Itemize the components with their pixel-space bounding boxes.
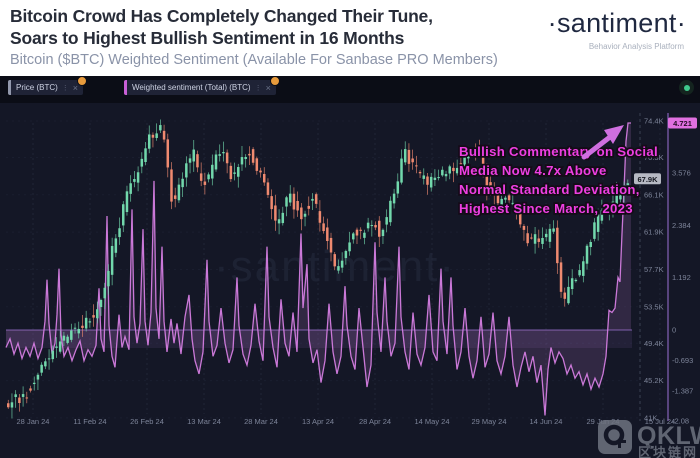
svg-text:28 Mar 24: 28 Mar 24 [244, 417, 278, 426]
svg-text:2.384: 2.384 [672, 221, 691, 230]
header: Bitcoin Crowd Has Completely Changed The… [0, 0, 700, 76]
svg-text:1.192: 1.192 [672, 273, 691, 282]
sentiment-line [5, 122, 631, 416]
chart-panel: Price (BTC) ⋮ × Weighted sentiment (Tota… [0, 76, 700, 458]
svg-text:14 Jun 24: 14 Jun 24 [530, 417, 563, 426]
svg-text:Normal Standard Deviation,: Normal Standard Deviation, [459, 182, 640, 197]
svg-text:-0.693: -0.693 [672, 356, 693, 365]
svg-text:74.4K: 74.4K [644, 117, 664, 126]
title-line-1: Bitcoin Crowd Has Completely Changed The… [10, 6, 433, 26]
green-dot-icon [683, 84, 690, 91]
svg-text:Bullish Commentary on Social: Bullish Commentary on Social [459, 144, 658, 159]
std-dev-band [6, 330, 632, 348]
svg-text:29 May 24: 29 May 24 [471, 417, 506, 426]
tab-price-label: Price (BTC) [16, 83, 58, 92]
page-title: Bitcoin Crowd Has Completely Changed The… [10, 5, 433, 49]
annotation-callout: Bullish Commentary on Social Media Now 4.… [457, 125, 659, 218]
svg-text:28 Jan 24: 28 Jan 24 [17, 417, 50, 426]
close-icon[interactable]: × [72, 82, 79, 93]
svg-text:Highest Since March, 2023: Highest Since March, 2023 [459, 201, 633, 216]
svg-text:11 Feb 24: 11 Feb 24 [73, 417, 106, 426]
sentiment-area [6, 123, 631, 416]
gridlines [6, 120, 661, 419]
svg-text:66.1K: 66.1K [644, 190, 664, 199]
svg-text:15 Jul 24: 15 Jul 24 [645, 417, 675, 426]
santiment-watermark: ·santiment· [214, 242, 456, 291]
svg-text:区块链网: 区块链网 [638, 445, 698, 458]
sentiment-axis-labels: 3.576 2.384 1.192 0 -0.693 -1.387 -2.08 [672, 169, 693, 426]
tab-weighted-sentiment[interactable]: Weighted sentiment (Total) (BTC) ⋮ × [124, 76, 280, 95]
status-indicator-button[interactable] [679, 80, 694, 95]
arrow-head-icon [604, 125, 624, 144]
metric-tabbar: Price (BTC) ⋮ × Weighted sentiment (Tota… [0, 76, 700, 98]
tab-sentiment-label: Weighted sentiment (Total) (BTC) [132, 83, 251, 92]
dots-icon: ⋮ [254, 84, 262, 92]
close-icon[interactable]: × [265, 82, 271, 93]
tab-price-btc[interactable]: Price (BTC) ⋮ × [8, 76, 88, 95]
dots-icon: ⋮ [61, 84, 69, 92]
qklw-watermark: QKLW区块链网 [598, 420, 700, 458]
svg-text:14 May 24: 14 May 24 [414, 417, 449, 426]
svg-text:4.721: 4.721 [673, 119, 692, 128]
logo-tagline: Behavior Analysis Platform [588, 42, 684, 51]
chart-canvas[interactable]: ·santiment· 74.4K 70.3K 66.1K 61.9K 57.7K 53.5… [0, 103, 700, 458]
svg-text:70.3K: 70.3K [644, 153, 664, 162]
svg-text:41K: 41K [644, 413, 657, 422]
svg-text:QKLW: QKLW [637, 422, 700, 450]
svg-text:26 Feb 24: 26 Feb 24 [130, 417, 164, 426]
candlestick-series [7, 119, 630, 419]
santiment-logo: ·santiment· [547, 8, 686, 38]
sentiment-current-badge [668, 117, 697, 129]
price-current-badge [634, 173, 661, 185]
svg-text:0: 0 [672, 326, 676, 335]
svg-text:13 Apr 24: 13 Apr 24 [302, 417, 334, 426]
price-axis-labels: 74.4K 70.3K 66.1K 61.9K 57.7K 53.5K 49.4K 45.2K… [644, 117, 664, 423]
svg-text:45.2K: 45.2K [644, 376, 664, 385]
svg-text:-2.08: -2.08 [672, 417, 689, 426]
svg-text:53.5K: 53.5K [644, 302, 664, 311]
svg-text:49.4K: 49.4K [644, 339, 664, 348]
page-subtitle: Bitcoin ($BTC) Weighted Sentiment (Avail… [10, 52, 498, 68]
svg-text:57.7K: 57.7K [644, 265, 664, 274]
svg-text:61.9K: 61.9K [644, 228, 664, 237]
notification-badge [77, 76, 88, 86]
svg-text:3.576: 3.576 [672, 169, 691, 178]
svg-text:67.9K: 67.9K [637, 175, 658, 184]
arrow-icon [581, 134, 613, 160]
svg-text:-1.387: -1.387 [672, 386, 693, 395]
svg-text:Media Now 4.7x Above: Media Now 4.7x Above [459, 163, 607, 178]
svg-text:13 Mar 24: 13 Mar 24 [187, 417, 221, 426]
title-line-2: Soars to Highest Bullish Sentiment in 16… [10, 28, 405, 49]
notification-badge [269, 76, 280, 86]
svg-text:28 Apr 24: 28 Apr 24 [359, 417, 391, 426]
